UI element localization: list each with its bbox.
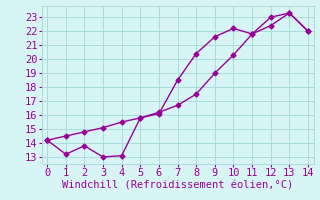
X-axis label: Windchill (Refroidissement éolien,°C): Windchill (Refroidissement éolien,°C) (62, 181, 293, 191)
